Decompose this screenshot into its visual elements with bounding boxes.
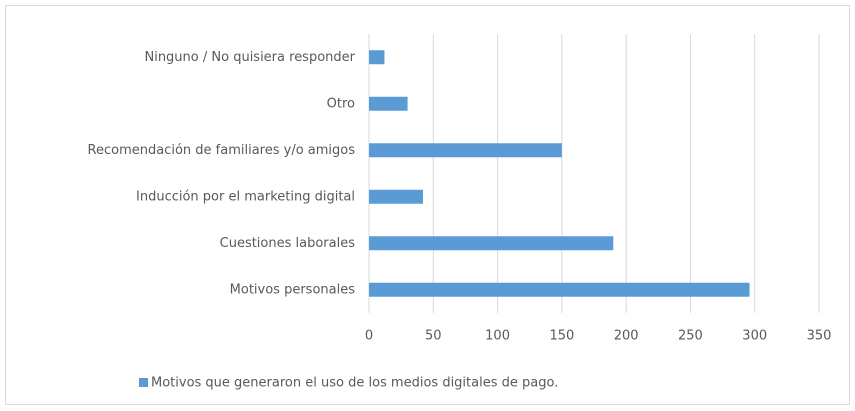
bar [369,143,562,158]
bar [369,50,385,65]
bar [369,236,614,251]
bar [369,189,423,204]
y-tick-label: Cuestiones laborales [220,236,356,251]
x-tick-label: 100 [485,329,510,344]
y-tick-label: Recomendación de familiares y/o amigos [88,143,356,158]
x-tick-label: 150 [549,329,574,344]
x-tick-label: 0 [365,329,373,344]
legend-label: Motivos que generaron el uso de los medi… [151,376,558,391]
y-tick-label: Inducción por el marketing digital [136,189,355,204]
bar [369,282,750,297]
bar [369,96,408,111]
x-tick-label: 50 [425,329,442,344]
legend-swatch [139,378,148,387]
y-tick-label: Ninguno / No quisiera responder [144,50,355,65]
x-tick-label: 300 [742,329,767,344]
y-tick-label: Motivos personales [230,282,356,297]
chart-border [5,5,850,405]
x-tick-label: 250 [678,329,703,344]
x-tick-label: 350 [807,329,832,344]
x-tick-label: 200 [614,329,639,344]
y-tick-label: Otro [327,96,355,111]
